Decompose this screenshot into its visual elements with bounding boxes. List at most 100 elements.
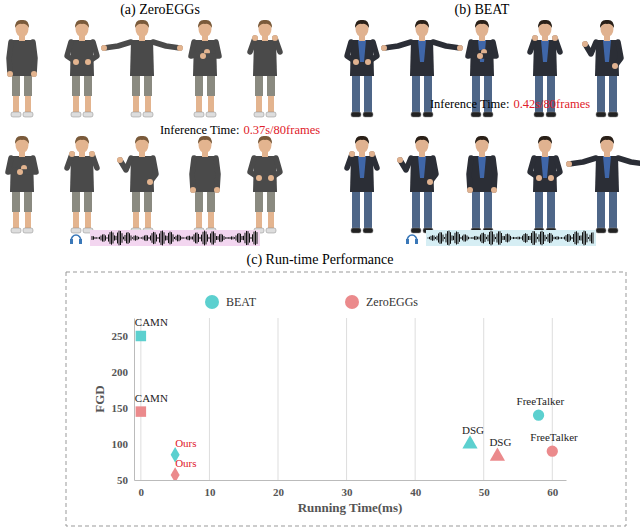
avatar-leg — [132, 74, 140, 96]
waveform-bar — [551, 233, 552, 242]
waveform-bar — [486, 237, 487, 239]
waveform-bar — [198, 234, 199, 242]
waveform-bar — [543, 232, 544, 244]
point-label: DSG — [462, 424, 484, 436]
avatar-hand — [268, 175, 274, 181]
avatar-hair — [15, 136, 29, 144]
avatar-shin — [256, 212, 262, 230]
avatar-inner-shirt — [478, 156, 486, 178]
avatar-shoe — [11, 112, 21, 117]
avatar-hand — [31, 71, 37, 77]
avatar-hand — [353, 59, 359, 65]
waveform-bar — [447, 231, 448, 245]
waveform-bar — [539, 234, 540, 241]
avatar-shoe — [131, 112, 141, 117]
waveform-bar — [459, 234, 460, 242]
avatar-hand — [532, 35, 538, 41]
avatar-hand — [214, 187, 220, 193]
waveform-bar — [246, 231, 247, 245]
waveform-bar — [440, 232, 441, 244]
waveform-bar — [497, 233, 498, 242]
waveform-bar — [510, 236, 511, 240]
waveform-bar — [159, 233, 160, 242]
waveform-bar — [579, 236, 580, 240]
waveform-bar — [438, 233, 439, 242]
avatar-hand — [101, 45, 107, 51]
waveform-bar — [477, 237, 478, 240]
x-tick-label: 60 — [547, 486, 559, 498]
avatar-shin — [268, 212, 274, 230]
x-tick: 60 — [547, 480, 559, 498]
waveform-bar — [531, 233, 532, 243]
waveform-bar — [437, 236, 438, 241]
avatar-leg — [144, 74, 152, 96]
inference-time: Inference Time:0.37s/80frames — [160, 123, 320, 137]
avatar-shoe — [363, 228, 373, 233]
waveform-bar — [128, 232, 129, 244]
waveform-bar — [153, 232, 154, 244]
y-tick: 100 — [112, 438, 135, 450]
waveform-bar — [536, 233, 537, 242]
headphone-icon — [79, 239, 82, 244]
avatar-leg — [24, 190, 32, 212]
avatar-shin — [256, 96, 262, 114]
waveform-bar — [98, 237, 99, 238]
avatar-hair — [355, 20, 369, 28]
avatar-shoe — [266, 112, 276, 117]
waveform-bar — [480, 235, 481, 242]
avatar-torso — [253, 40, 277, 76]
avatar-shin — [73, 96, 79, 114]
avatar-arm — [192, 158, 194, 190]
avatar-leg — [352, 190, 360, 230]
waveform-bar — [147, 235, 148, 240]
waveform-bar — [227, 237, 228, 239]
avatar-hand — [89, 151, 95, 157]
avatar-shin — [208, 96, 214, 114]
waveform-bar — [195, 233, 196, 244]
avatar-torso — [193, 156, 217, 192]
y-tick-label: 50 — [117, 474, 129, 486]
waveform-bar — [186, 237, 187, 240]
waveform-bar — [158, 237, 159, 239]
waveform-bar — [465, 234, 466, 241]
waveform-bar — [530, 236, 531, 240]
waveform-bar — [107, 237, 108, 238]
avatar-hair — [198, 136, 212, 144]
avatar — [530, 136, 560, 233]
avatar — [250, 20, 280, 117]
avatar-hand — [552, 35, 558, 41]
waveform-bar — [123, 237, 124, 240]
avatar-hair — [475, 136, 489, 144]
waveform-bar — [245, 233, 246, 244]
avatar-hair — [258, 20, 272, 28]
waveform-bar — [155, 232, 156, 243]
avatar-hand — [73, 59, 79, 65]
waveform-bar — [185, 237, 186, 238]
headphone-icon — [415, 239, 418, 244]
avatar-inner-shirt — [541, 156, 549, 178]
avatar-shoe — [71, 228, 81, 233]
waveform-bar — [143, 237, 144, 240]
waveform-bar — [483, 233, 484, 244]
avatar-shoe — [483, 112, 493, 117]
avatar-hand — [17, 169, 23, 175]
waveform-bar — [450, 232, 451, 244]
avatar-arm — [618, 158, 640, 164]
avatar-leg — [144, 190, 152, 212]
avatar-arm — [530, 158, 539, 178]
avatar-hand — [582, 41, 588, 47]
avatar-leg — [597, 190, 605, 230]
avatar-hair — [75, 20, 89, 28]
x-tick: 40 — [410, 480, 422, 498]
avatar — [191, 20, 219, 117]
waveform-bar — [515, 237, 516, 239]
waveform-bar — [518, 237, 519, 240]
headphone-icon — [406, 239, 409, 244]
avatar-arm — [88, 42, 97, 62]
point — [171, 467, 180, 480]
avatar-arm — [250, 158, 259, 178]
avatar-arm — [271, 158, 280, 178]
avatar-leg — [84, 74, 92, 96]
avatar-shoe — [254, 112, 264, 117]
x-tick-label: 40 — [410, 486, 422, 498]
